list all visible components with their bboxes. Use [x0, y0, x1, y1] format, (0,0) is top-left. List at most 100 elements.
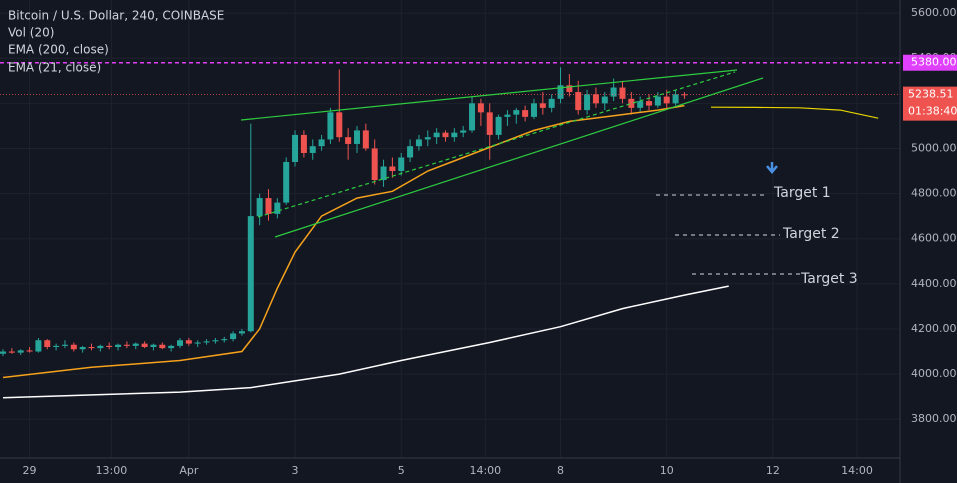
candle-body — [256, 198, 263, 217]
legend-entry: EMA (200, close) — [8, 43, 109, 57]
candle-body — [495, 116, 502, 135]
y-tick-label: 4400.00 — [911, 277, 957, 290]
candle-body — [575, 92, 582, 111]
candle-body — [177, 340, 183, 346]
y-tick-label: 3800.00 — [911, 412, 957, 425]
candle-body — [70, 344, 77, 350]
candle-body — [123, 344, 130, 346]
candle-body — [336, 112, 343, 138]
projection-line — [710, 106, 879, 119]
x-tick-label: 8 — [557, 464, 564, 477]
x-tick-label: Apr — [179, 464, 199, 477]
candle-body — [362, 130, 369, 149]
trend-line — [257, 71, 736, 218]
volume-legend: Vol (20) — [8, 26, 54, 40]
candle-body — [150, 344, 157, 347]
candle-body — [539, 103, 546, 108]
last-price-label: 5238.51 — [908, 88, 954, 101]
candle-body — [566, 85, 573, 93]
y-tick-label: 4600.00 — [911, 232, 957, 245]
axes: 3800.00 4000.00 4200.00 4400.00 4600.00 4800.… — [23, 6, 957, 477]
trend-line — [274, 77, 764, 238]
candle-body — [106, 345, 113, 347]
candle-body — [132, 343, 139, 346]
candle-body — [97, 345, 104, 349]
candle-body — [212, 340, 219, 342]
x-tick-label: 14:00 — [469, 464, 501, 477]
x-tick-label: 5 — [398, 464, 405, 477]
x-tick-label: 12 — [766, 464, 780, 477]
candle-body — [398, 157, 405, 172]
candle-body — [654, 96, 661, 106]
candle-body — [238, 331, 245, 334]
legend-entry: EMA (21, close) — [8, 61, 101, 75]
candle-body — [141, 343, 148, 347]
chart-title: Bitcoin / U.S. Dollar, 240, COINBASE — [8, 9, 224, 23]
target-label: Target 1 — [773, 185, 831, 201]
ema-line — [2, 285, 729, 399]
candle-body — [353, 130, 360, 144]
candle-body — [424, 137, 431, 140]
candle-body — [530, 103, 537, 117]
candle-body — [486, 112, 493, 135]
candle-body — [504, 114, 511, 117]
candle-body — [371, 148, 378, 181]
countdown: 01:38:40 — [908, 105, 957, 118]
target-lines — [656, 194, 800, 275]
candle-body — [522, 110, 529, 117]
y-tick-label: 5000.00 — [911, 141, 957, 154]
candle-body — [477, 103, 484, 113]
down-arrow — [766, 162, 778, 174]
candle-body — [557, 85, 564, 99]
candle-body — [168, 345, 175, 349]
candle-body — [548, 98, 555, 108]
candle-body — [584, 94, 591, 111]
candle-body — [221, 339, 228, 341]
candle-body — [433, 132, 440, 138]
candle-body — [88, 346, 95, 349]
candle-body — [601, 96, 608, 104]
candle-body — [672, 94, 679, 104]
candle-body — [407, 146, 414, 158]
candle-body — [159, 344, 166, 349]
candle-body — [389, 166, 396, 172]
x-tick-label: 13:00 — [96, 464, 128, 477]
candle-body — [230, 333, 237, 340]
x-tick-label: 29 — [23, 464, 37, 477]
candle-body — [203, 341, 210, 343]
candle-body — [53, 345, 60, 347]
plot — [0, 61, 900, 399]
candle-body — [637, 101, 644, 108]
candle-body — [415, 139, 422, 147]
candle-body — [309, 146, 316, 153]
candle-body — [619, 87, 626, 99]
candle-body — [17, 350, 24, 353]
candle-body — [61, 344, 68, 346]
candle-body — [185, 340, 192, 344]
last-price-bg — [903, 86, 957, 121]
hline-label: 5380.00 — [911, 56, 957, 69]
candle-body — [460, 130, 467, 133]
candle-body — [35, 340, 42, 352]
y-tick-label: 4200.00 — [911, 322, 957, 335]
candle-body — [283, 161, 290, 203]
candle-body — [292, 134, 299, 162]
candle-body — [265, 198, 272, 214]
candle-body — [318, 139, 325, 147]
candle-body — [442, 132, 449, 138]
candle-body — [79, 346, 86, 350]
x-tick-label: 14:00 — [841, 464, 873, 477]
trend-line — [240, 69, 738, 121]
target-label: Target 3 — [800, 271, 858, 287]
candle-body — [8, 351, 15, 353]
y-tick-label: 4000.00 — [911, 367, 957, 380]
candle-body — [663, 96, 670, 104]
candle-body — [345, 137, 352, 144]
x-tick-label: 10 — [660, 464, 674, 477]
grid — [0, 0, 900, 458]
candle-body — [592, 94, 599, 104]
candle-body — [628, 98, 635, 108]
candle-body — [0, 351, 7, 354]
candle-body — [194, 342, 201, 344]
